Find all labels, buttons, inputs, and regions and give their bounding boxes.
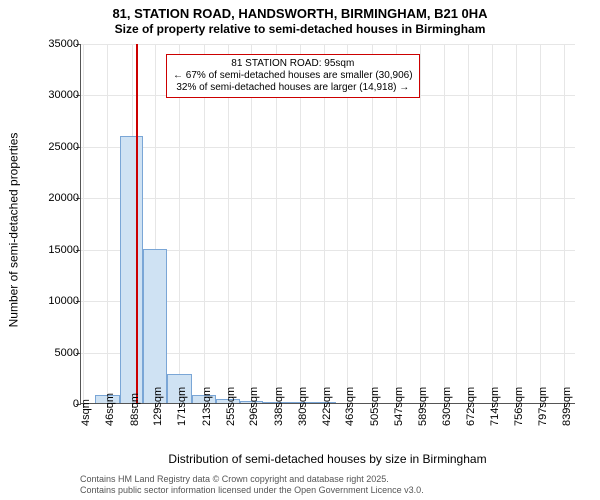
annotation-line2: ← 67% of semi-detached houses are smalle… — [173, 70, 413, 82]
y-tick-label: 15000 — [19, 244, 79, 256]
x-tick-label: 338sqm — [273, 418, 285, 426]
chart-title-line2: Size of property relative to semi-detach… — [0, 22, 600, 36]
annotation-box: 81 STATION ROAD: 95sqm ← 67% of semi-det… — [166, 54, 420, 98]
histogram-bar — [120, 136, 144, 403]
y-tick-label: 30000 — [19, 89, 79, 101]
y-tick-label: 20000 — [19, 192, 79, 204]
x-tick-label: 505sqm — [369, 418, 381, 426]
x-tick-label: 797sqm — [537, 418, 549, 426]
y-tick-label: 35000 — [19, 38, 79, 50]
x-tick-label: 171sqm — [176, 418, 188, 426]
y-tick-label: 10000 — [19, 295, 79, 307]
footer-line2: Contains public sector information licen… — [80, 485, 575, 496]
y-tick-label: 5000 — [19, 347, 79, 359]
x-tick-label: 547sqm — [393, 418, 405, 426]
x-tick-label: 714sqm — [489, 418, 501, 426]
x-tick-label: 630sqm — [441, 418, 453, 426]
y-axis-label: Number of semi-detached properties — [6, 50, 20, 410]
x-tick-label: 756sqm — [513, 418, 525, 426]
x-tick-label: 589sqm — [417, 418, 429, 426]
y-tick-label: 0 — [19, 398, 79, 410]
x-tick-label: 213sqm — [201, 418, 213, 426]
x-tick-label: 672sqm — [465, 418, 477, 426]
gridline-v — [516, 44, 517, 403]
annotation-line3: 32% of semi-detached houses are larger (… — [173, 82, 413, 94]
x-tick-label: 380sqm — [297, 418, 309, 426]
x-tick-label: 4sqm — [80, 418, 92, 426]
x-tick-label: 255sqm — [225, 418, 237, 426]
gridline-v — [492, 44, 493, 403]
gridline-v — [444, 44, 445, 403]
marker-line — [136, 44, 138, 403]
x-axis-label: Distribution of semi-detached houses by … — [80, 452, 575, 466]
x-tick-label: 129sqm — [152, 418, 164, 426]
x-tick-label: 839sqm — [561, 418, 573, 426]
x-tick-label: 88sqm — [129, 418, 141, 426]
x-tick-label: 46sqm — [104, 418, 116, 426]
plot-area: 81 STATION ROAD: 95sqm ← 67% of semi-det… — [80, 44, 575, 404]
gridline-v — [468, 44, 469, 403]
x-tick-label: 422sqm — [321, 418, 333, 426]
chart-title-line1: 81, STATION ROAD, HANDSWORTH, BIRMINGHAM… — [0, 6, 600, 21]
gridline-v — [564, 44, 565, 403]
y-tick-label: 25000 — [19, 141, 79, 153]
footer-line1: Contains HM Land Registry data © Crown c… — [80, 474, 575, 485]
gridline-v — [420, 44, 421, 403]
x-tick-label: 463sqm — [344, 418, 356, 426]
gridline-v — [107, 44, 108, 403]
gridline-v — [83, 44, 84, 403]
gridline-v — [540, 44, 541, 403]
histogram-bar — [143, 249, 167, 403]
x-tick-label: 296sqm — [248, 418, 260, 426]
footer-attribution: Contains HM Land Registry data © Crown c… — [80, 474, 575, 496]
annotation-line1: 81 STATION ROAD: 95sqm — [173, 58, 413, 70]
chart-container: 81, STATION ROAD, HANDSWORTH, BIRMINGHAM… — [0, 0, 600, 500]
